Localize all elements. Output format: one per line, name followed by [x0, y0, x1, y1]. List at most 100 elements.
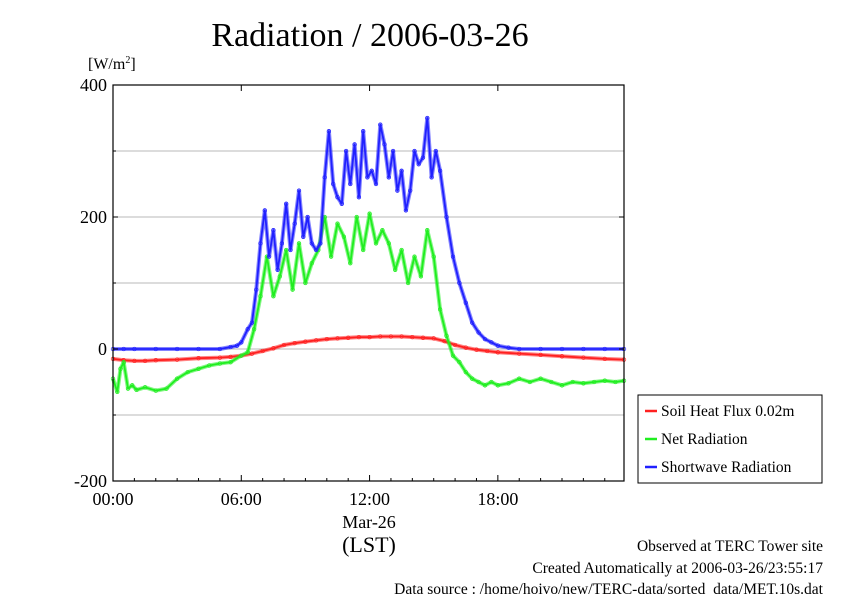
series-point	[581, 346, 586, 352]
series-point	[284, 201, 289, 206]
x-tick-label: 06:00	[221, 489, 262, 509]
series-point	[228, 344, 233, 350]
series-point	[527, 379, 533, 385]
series-point	[258, 241, 263, 246]
y-tick-label: 200	[80, 207, 107, 227]
series-point	[399, 168, 404, 173]
series-point	[570, 379, 575, 385]
series-point	[174, 376, 180, 381]
series-point	[373, 241, 379, 246]
series-point	[309, 261, 314, 266]
series-point	[322, 175, 327, 180]
series-line-1	[112, 212, 625, 393]
series-point	[450, 353, 456, 358]
series-point	[361, 129, 366, 134]
series-point	[386, 175, 391, 180]
footer-created: Created Automatically at 2006-03-26/23:5…	[532, 560, 823, 577]
series-point	[403, 208, 409, 213]
series-point	[431, 336, 436, 341]
series-point	[326, 129, 332, 134]
y-tick-label: -200	[74, 471, 107, 491]
series-point	[121, 360, 126, 365]
legend-entry: Soil Heat Flux 0.02m	[661, 403, 794, 420]
x-date-label: Mar-26	[342, 512, 396, 532]
series-point	[303, 280, 308, 286]
series-point	[489, 340, 494, 345]
series-point	[386, 241, 391, 246]
series-point	[142, 385, 148, 390]
series-point	[271, 294, 276, 299]
series-point	[495, 383, 501, 388]
series-point	[249, 320, 255, 325]
series-point	[217, 355, 223, 360]
series-point	[410, 334, 415, 340]
series-point	[463, 345, 468, 350]
series-point	[153, 358, 158, 363]
series-point	[429, 175, 434, 180]
series-point	[506, 381, 511, 386]
series-point	[506, 345, 511, 350]
series-point	[196, 366, 201, 371]
series-point	[549, 379, 554, 385]
series-point	[292, 221, 297, 226]
series-point	[399, 247, 404, 253]
series-point	[420, 335, 426, 340]
y-axis-unit-label: [W/m2]	[88, 55, 136, 73]
series-point	[450, 254, 456, 259]
series-point	[581, 381, 586, 386]
series-point	[217, 361, 223, 366]
legend-entry: Net Radiation	[661, 431, 748, 448]
series-point	[470, 376, 475, 381]
series-point	[365, 175, 370, 180]
series-point	[356, 334, 362, 340]
series-point	[388, 334, 394, 339]
series-point	[361, 247, 366, 253]
series-point	[425, 228, 430, 233]
series-point	[313, 247, 319, 253]
series-point	[266, 254, 272, 259]
series-point	[452, 342, 458, 348]
series-point	[393, 267, 398, 272]
series-point	[405, 280, 411, 286]
series-point	[416, 162, 421, 167]
series-point	[538, 346, 543, 352]
series-point	[275, 267, 280, 272]
series-point	[115, 389, 120, 395]
series-point	[485, 348, 490, 354]
series-layer	[110, 115, 627, 395]
series-point	[412, 148, 417, 154]
series-point	[305, 214, 310, 220]
legend: Soil Heat Flux 0.02m Net Radiation Shortwa…	[637, 394, 823, 484]
series-point	[121, 346, 126, 352]
x-axis: 00:00 06:00 12:00 18:00	[92, 85, 606, 509]
series-point	[174, 346, 180, 352]
series-point	[118, 366, 123, 371]
series-point	[348, 261, 353, 266]
chart-title: Radiation / 2006-03-26	[211, 17, 528, 54]
series-point	[217, 346, 223, 352]
series-point	[495, 343, 501, 348]
series-point	[581, 355, 586, 360]
series-point	[395, 188, 400, 193]
series-point	[296, 241, 302, 246]
series-point	[331, 181, 336, 187]
series-point	[373, 181, 379, 187]
series-point	[418, 274, 424, 279]
series-point	[517, 376, 522, 381]
series-point	[303, 339, 308, 344]
series-point	[559, 346, 565, 352]
series-point	[134, 387, 139, 393]
series-point	[602, 346, 607, 352]
series-point	[132, 346, 137, 352]
series-point	[382, 142, 387, 147]
series-point	[378, 334, 383, 339]
series-point	[476, 330, 481, 335]
x-tick-label: 18:00	[477, 489, 518, 509]
series-point	[239, 340, 244, 345]
footer-observed: Observed at TERC Tower site	[637, 538, 823, 555]
series-point	[369, 168, 374, 173]
series-point	[335, 195, 340, 200]
series-point	[258, 294, 263, 299]
series-point	[457, 360, 462, 365]
